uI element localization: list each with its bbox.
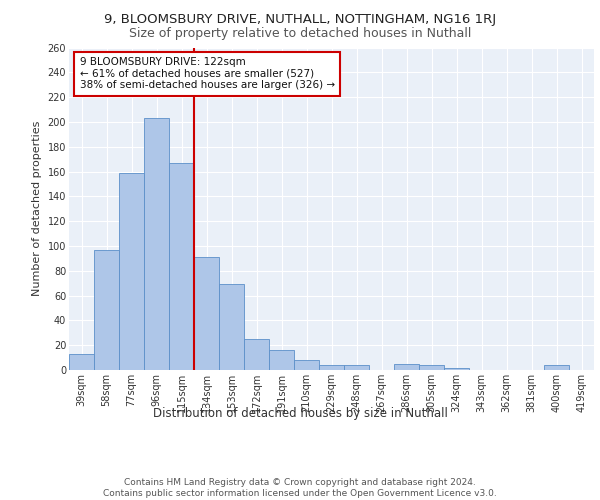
Text: Distribution of detached houses by size in Nuthall: Distribution of detached houses by size …	[152, 408, 448, 420]
Bar	[344, 365, 369, 370]
Text: 9 BLOOMSBURY DRIVE: 122sqm
← 61% of detached houses are smaller (527)
38% of sem: 9 BLOOMSBURY DRIVE: 122sqm ← 61% of deta…	[79, 57, 335, 90]
Text: 9, BLOOMSBURY DRIVE, NUTHALL, NOTTINGHAM, NG16 1RJ: 9, BLOOMSBURY DRIVE, NUTHALL, NOTTINGHAM…	[104, 12, 496, 26]
Bar	[219, 284, 244, 370]
Bar	[194, 257, 219, 370]
Bar	[144, 118, 169, 370]
Bar	[244, 339, 269, 370]
Bar	[94, 250, 119, 370]
Y-axis label: Number of detached properties: Number of detached properties	[32, 121, 42, 296]
Bar	[169, 163, 194, 370]
Bar	[444, 368, 469, 370]
Bar	[294, 360, 319, 370]
Text: Contains HM Land Registry data © Crown copyright and database right 2024.
Contai: Contains HM Land Registry data © Crown c…	[103, 478, 497, 498]
Bar	[419, 365, 444, 370]
Bar	[394, 364, 419, 370]
Bar	[319, 365, 344, 370]
Bar	[269, 350, 294, 370]
Bar	[69, 354, 94, 370]
Bar	[119, 173, 144, 370]
Bar	[544, 365, 569, 370]
Text: Size of property relative to detached houses in Nuthall: Size of property relative to detached ho…	[129, 28, 471, 40]
